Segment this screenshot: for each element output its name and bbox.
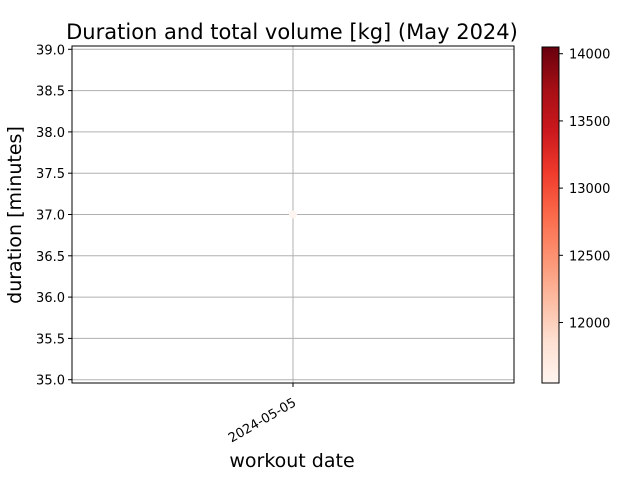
colorbar-tick-label: 12500	[569, 249, 610, 264]
colorbar	[541, 46, 560, 384]
x-axis-label: workout date	[229, 450, 354, 472]
colorbar-tick-label: 13500	[569, 115, 610, 130]
y-tick-label: 35.0	[36, 374, 65, 389]
y-tick-label: 37.5	[36, 167, 65, 182]
y-tick-label: 35.5	[36, 332, 65, 347]
y-axis-label: duration [minutes]	[4, 126, 26, 304]
colorbar-ticks: 12000 12500 13000 13500 14000	[559, 48, 610, 332]
y-tick-label: 39.0	[36, 43, 65, 58]
y-tick-label: 36.0	[36, 291, 65, 306]
colorbar-tick-label: 12000	[569, 317, 610, 332]
data-points	[289, 210, 297, 219]
y-tick-label: 37.0	[36, 209, 65, 224]
colorbar-tick-label: 13000	[569, 182, 610, 197]
data-point	[289, 210, 297, 219]
y-tick-label: 38.5	[36, 85, 65, 100]
y-tick-label: 36.5	[36, 250, 65, 265]
chart-title: Duration and total volume [kg] (May 2024…	[66, 20, 518, 44]
y-tick-label: 38.0	[36, 126, 65, 141]
x-axis: 2024-05-05	[226, 383, 299, 446]
y-axis: 35.0 35.5 36.0 36.5 37.0 37.5 38.0 38.5 39.0	[36, 43, 72, 389]
colorbar-tick-label: 14000	[569, 48, 610, 63]
x-tick-label: 2024-05-05	[226, 395, 299, 446]
